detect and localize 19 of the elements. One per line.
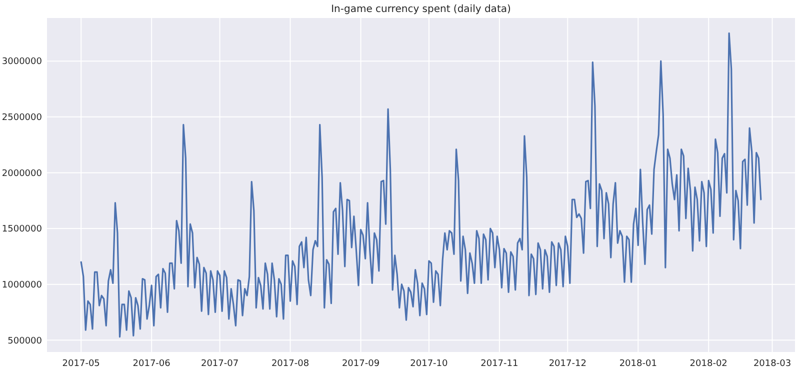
y-tick-label: 1500000 xyxy=(2,224,42,235)
y-tick-label: 2000000 xyxy=(2,168,42,179)
y-tick-label: 3000000 xyxy=(2,57,42,68)
y-tick-label: 1000000 xyxy=(2,280,42,290)
chart-title: In-game currency spent (daily data) xyxy=(331,4,511,15)
x-tick-label: 2017-09 xyxy=(342,359,380,369)
x-tick-label: 2018-03 xyxy=(753,359,792,369)
x-tick-label: 2017-05 xyxy=(62,359,100,369)
x-tick-label: 2018-02 xyxy=(690,359,728,369)
x-tick-label: 2017-10 xyxy=(410,359,448,369)
x-tick-label: 2017-11 xyxy=(480,359,518,369)
line-series xyxy=(80,32,762,338)
x-tick-label: 2017-07 xyxy=(200,359,239,369)
x-tick-label: 2018-01 xyxy=(619,359,657,369)
y-tick-label: 500000 xyxy=(8,336,42,346)
y-tick-label: 2500000 xyxy=(2,113,42,124)
x-tick-label: 2017-06 xyxy=(132,359,171,369)
x-tick-label: 2017-12 xyxy=(548,359,586,369)
x-tick-label: 2017-08 xyxy=(271,359,310,369)
